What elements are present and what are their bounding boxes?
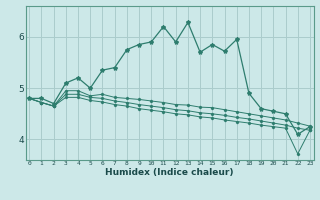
X-axis label: Humidex (Indice chaleur): Humidex (Indice chaleur) — [105, 168, 234, 177]
